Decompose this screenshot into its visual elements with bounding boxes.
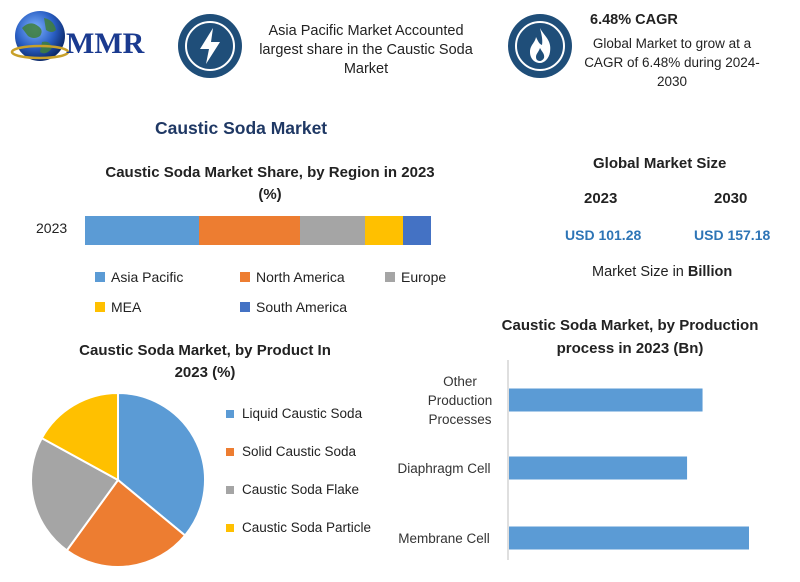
region-stacked-bar [85, 216, 431, 245]
pie-slice [117, 391, 206, 537]
category-label: Diaphragm Cell [397, 461, 490, 476]
legend-label: Solid Caustic Soda [242, 444, 357, 459]
product-chart-title: Caustic Soda Market, by Product In 2023 … [40, 340, 370, 384]
market-size-year-2023: 2023 [584, 190, 618, 207]
legend-item: South America [240, 299, 347, 315]
callout-line: Asia Pacific Market Accounted [268, 23, 464, 39]
production-chart-title: Caustic Soda Market, by Production proce… [470, 314, 790, 360]
chart-title-line: (%) [258, 186, 282, 203]
legend-label: Europe [401, 269, 447, 285]
chart-title-line: Caustic Soda Market Share, by Region in … [105, 164, 435, 181]
flame-icon [515, 21, 565, 71]
production-bar-chart: Other Production Processes Diaphragm Cell Me… [397, 360, 749, 560]
region-bar-segment [85, 216, 200, 245]
legend-swatch [385, 272, 395, 282]
callout-line: 2030 [656, 74, 688, 89]
legend-swatch [226, 523, 234, 532]
market-size-year-2030: 2030 [714, 190, 748, 207]
market-size-unit: Market Size in Billion [592, 264, 732, 280]
flame-badge [508, 14, 572, 78]
lightning-icon [185, 21, 235, 71]
unit-bold: Billion [687, 264, 733, 280]
category-label: Other Production Processes [428, 374, 493, 427]
production-bar [509, 526, 749, 550]
legend-label: Liquid Caustic Soda [242, 406, 363, 421]
legend-swatch [226, 409, 234, 418]
callout-line: Global Market to grow at a [592, 36, 752, 51]
category-label: Membrane Cell [398, 531, 490, 546]
legend-item: MEA [95, 299, 141, 315]
region-chart-title: Caustic Soda Market Share, by Region in … [80, 162, 460, 206]
legend-swatch [95, 272, 105, 282]
legend-label: MEA [111, 299, 142, 315]
logo-text: MMR [66, 27, 145, 60]
legend-item: Solid Caustic Soda [226, 444, 356, 459]
chart-title-line: Caustic Soda Market, by Production [501, 317, 759, 334]
unit-prefix: Market Size in [592, 264, 688, 280]
callout-line: largest share in the Caustic Soda [259, 42, 473, 58]
legend-item: Asia Pacific [95, 269, 183, 285]
legend-swatch [226, 447, 234, 456]
chart-title-line: 2023 (%) [174, 364, 236, 381]
market-size-value-2030: USD 157.18 [694, 227, 771, 243]
legend-item: Caustic Soda Particle [226, 520, 371, 535]
asia-pacific-callout: Asia Pacific Market Accounted largest sh… [246, 22, 486, 79]
chart-title-line: process in 2023 (Bn) [556, 340, 704, 357]
legend-swatch [95, 302, 105, 312]
cagr-title: 6.48% CAGR [590, 12, 678, 28]
mmr-logo: MMR [8, 6, 158, 66]
market-size-title: Global Market Size [593, 155, 727, 172]
callout-line: CAGR of 6.48% during 2024- [584, 55, 760, 70]
region-bar-segment [365, 216, 404, 245]
production-bar [509, 456, 688, 480]
pie-slice [65, 478, 187, 568]
chart-title-line: Caustic Soda Market, by Product In [79, 342, 331, 359]
legend-label: North America [256, 269, 345, 285]
legend-item: North America [240, 269, 345, 285]
lightning-badge [178, 14, 242, 78]
legend-item: Caustic Soda Flake [226, 482, 359, 497]
cagr-callout: Global Market to grow at a CAGR of 6.48%… [574, 34, 770, 91]
pie-slice [30, 436, 120, 552]
market-size-value-2023: USD 101.28 [565, 227, 642, 243]
legend-label: Caustic Soda Particle [242, 520, 372, 535]
legend-label: South America [256, 299, 348, 315]
legend-swatch [226, 485, 234, 494]
legend-item: Europe [385, 269, 446, 285]
legend-swatch [240, 302, 250, 312]
page-title: Caustic Soda Market [155, 118, 328, 138]
production-bar [509, 388, 703, 412]
callout-line: Market [343, 61, 389, 77]
region-bar-segment [299, 216, 366, 245]
legend-label: Asia Pacific [111, 269, 184, 285]
legend-item: Liquid Caustic Soda [226, 406, 362, 421]
legend-label: Caustic Soda Flake [242, 482, 360, 497]
region-bar-category: 2023 [36, 220, 68, 236]
legend-swatch [240, 272, 250, 282]
product-pie-chart [30, 391, 206, 568]
region-bar-segment [199, 216, 300, 245]
pie-slice [40, 391, 119, 482]
region-bar-segment [403, 216, 431, 245]
